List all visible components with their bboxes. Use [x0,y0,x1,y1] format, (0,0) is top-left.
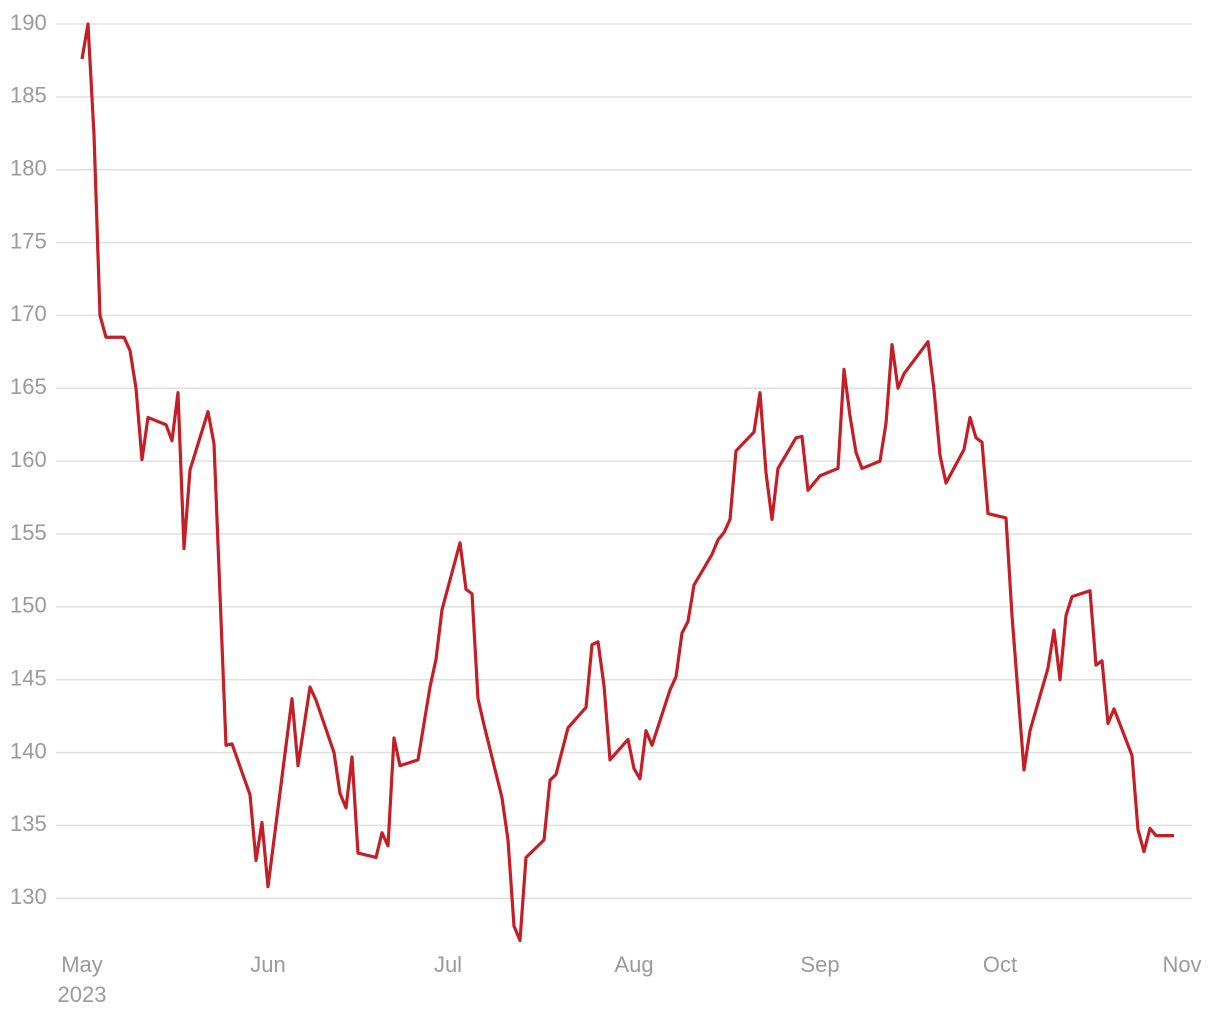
y-tick-label: 185 [10,83,47,108]
x-tick-label: Sep [800,952,839,977]
y-tick-label: 175 [10,228,47,253]
y-tick-label: 140 [10,738,47,763]
x-tick-label: Jul [434,952,462,977]
y-tick-label: 150 [10,593,47,618]
y-tick-label: 155 [10,520,47,545]
price-line [80,22,1174,943]
y-tick-label: 190 [10,10,47,35]
y-tick-label: 180 [10,156,47,181]
x-tick-sublabel: 2023 [58,982,107,1007]
y-tick-label: 130 [10,884,47,909]
y-tick-label: 170 [10,301,47,326]
y-tick-label: 135 [10,811,47,836]
y-tick-label: 160 [10,447,47,472]
x-tick-label: Aug [614,952,653,977]
y-tick-label: 145 [10,666,47,691]
x-tick-label: Jun [250,952,285,977]
x-tick-label: Oct [983,952,1017,977]
x-tick-label: May [61,952,103,977]
y-tick-label: 165 [10,374,47,399]
x-tick-label: Nov [1162,952,1201,977]
